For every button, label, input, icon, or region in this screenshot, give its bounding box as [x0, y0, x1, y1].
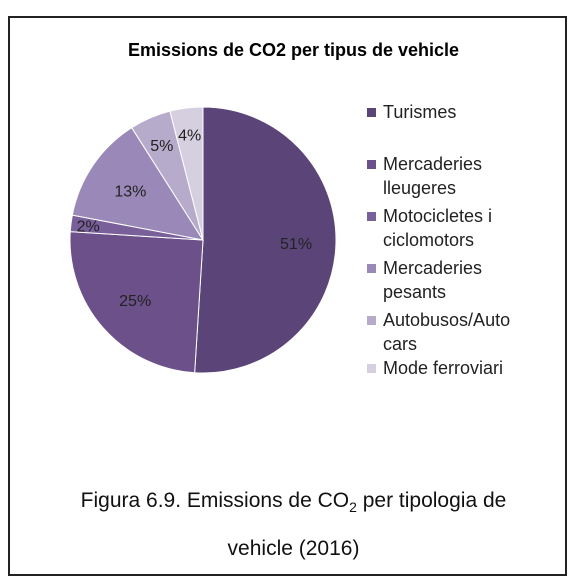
- caption-line-2: vehicle (2016): [227, 537, 360, 561]
- figure-caption: Figura 6.9. Emissions de CO2 per tipolog…: [0, 480, 587, 570]
- legend-label-line: Mercaderies: [383, 258, 483, 278]
- pie-slice-mercaderies-lleugeres: [69, 231, 204, 374]
- legend-label-line: Turismes: [383, 102, 457, 122]
- legend-label: Mode ferroviari: [383, 356, 553, 380]
- legend-swatch: [367, 108, 376, 117]
- legend-label: Mercaderies lleugeres: [383, 152, 553, 200]
- legend-label-line: pesants: [383, 282, 447, 302]
- caption-line-1: Figura 6.9. Emissions de CO2 per tipolog…: [80, 489, 507, 516]
- pie-label-mode-ferroviari: 4%: [178, 127, 201, 144]
- pie-slice-mode-ferroviari: [169, 106, 204, 241]
- legend-label-line: cars: [383, 334, 418, 354]
- legend-swatch: [367, 316, 376, 325]
- legend-swatch: [367, 364, 376, 373]
- pie-slice-turismes: [194, 106, 337, 374]
- pie-label-autobusos-autocars: 5%: [150, 138, 173, 155]
- legend-label-line: Mercaderies: [383, 154, 483, 174]
- pie-label-turismes: 51%: [280, 236, 312, 253]
- legend-label-line: lleugeres: [383, 178, 457, 198]
- legend-swatch: [367, 264, 376, 273]
- legend-label-line: Motocicletes i: [383, 206, 493, 226]
- legend-label-line: Mode ferroviari: [383, 358, 504, 378]
- legend-swatch: [367, 212, 376, 221]
- legend-label: Motocicletes i ciclomotors: [383, 204, 553, 252]
- legend-label: Autobusos/Auto cars: [383, 308, 553, 356]
- pie-slice-mercaderies-pesants: [71, 127, 205, 241]
- legend-label: Mercaderies pesants: [383, 256, 553, 304]
- pie-label-motocicletes-i-ciclomotors: 2%: [77, 218, 100, 235]
- chart-title: Emissions de CO2 per tipus de vehicle: [127, 40, 460, 60]
- legend-label-line: ciclomotors: [383, 230, 475, 250]
- legend-label-line: Autobusos/Auto: [383, 310, 511, 330]
- legend-label: Turismes: [383, 100, 553, 124]
- pie-label-mercaderies-pesants: 13%: [114, 184, 146, 201]
- legend-swatch: [367, 160, 376, 169]
- pie-label-mercaderies-lleugeres: 25%: [119, 293, 151, 310]
